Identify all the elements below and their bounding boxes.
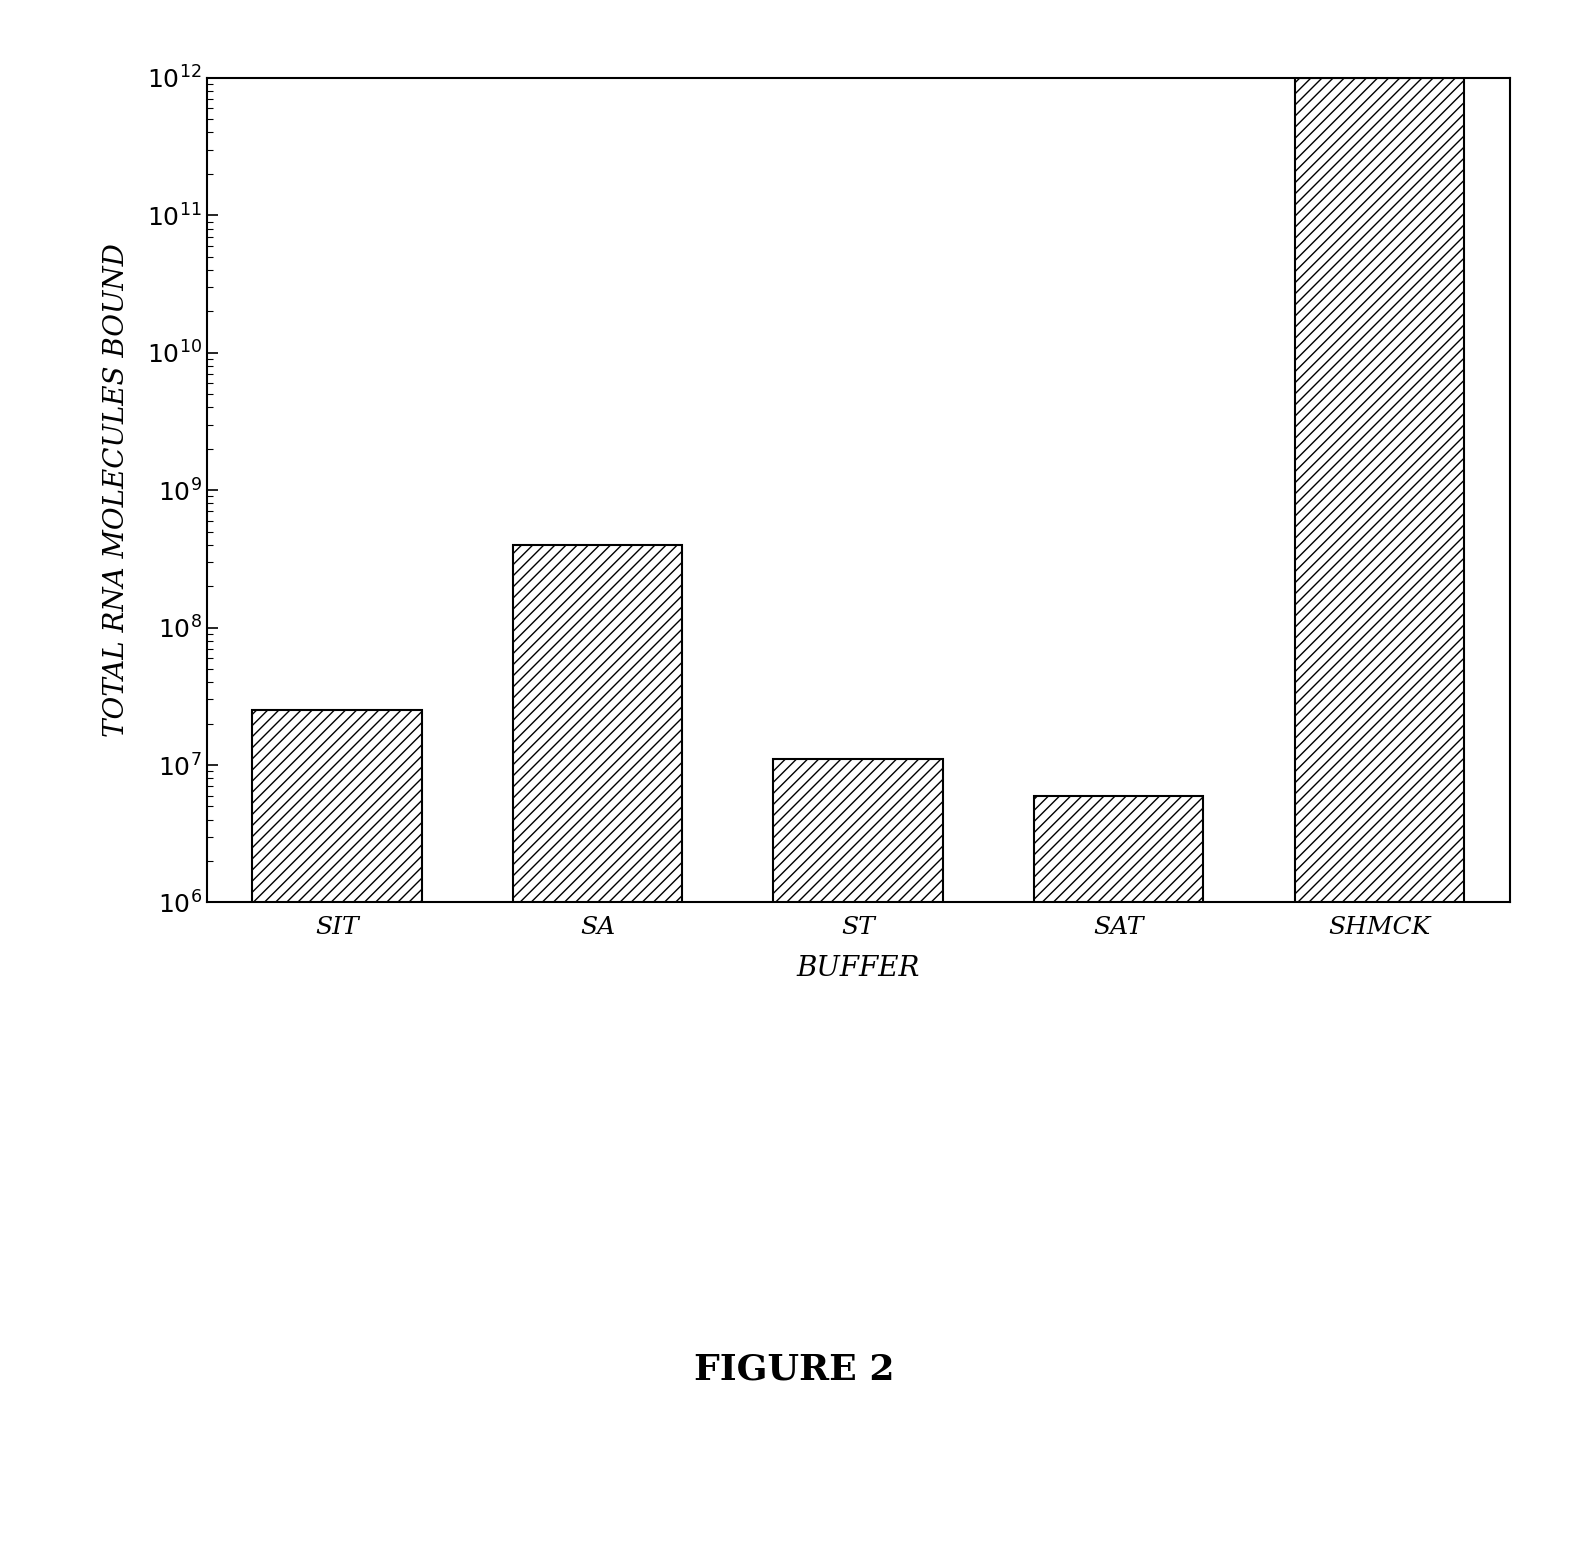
Text: FIGURE 2: FIGURE 2 [694,1352,895,1386]
Bar [774,759,942,1556]
Y-axis label: TOTAL RNA MOLECULES BOUND: TOTAL RNA MOLECULES BOUND [103,243,130,738]
X-axis label: BUFFER: BUFFER [796,955,920,982]
Bar [513,545,682,1556]
Bar [253,711,421,1556]
Bar [1295,78,1463,1556]
Bar [1034,795,1203,1556]
